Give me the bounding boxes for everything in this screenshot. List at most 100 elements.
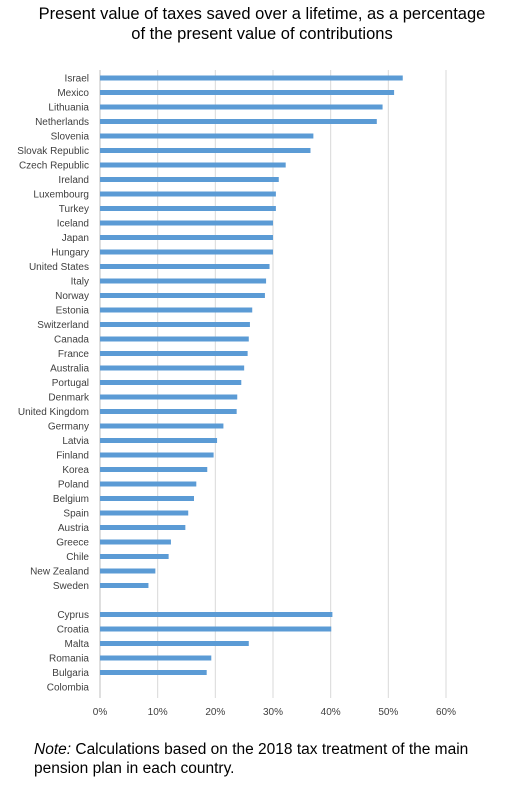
category-labels: Israel Mexico Lithuania Netherlands Slovenia…: [17, 74, 90, 694]
bar: [100, 235, 273, 240]
category-label: Australia: [50, 364, 89, 375]
bar: [100, 90, 395, 95]
bar: [100, 394, 238, 400]
chart-title-line-2: of the present value of contributions: [131, 25, 393, 43]
category-label: Spain: [63, 509, 89, 520]
bar: [100, 278, 267, 284]
bar: [100, 162, 286, 168]
bar: [100, 380, 242, 385]
x-tick-label: 10%: [148, 707, 168, 718]
category-label: Croatia: [57, 625, 90, 636]
bar: [100, 220, 273, 226]
bar-chart: Israel Mexico Lithuania Netherlands Slovenia…: [17, 70, 456, 718]
bar: [100, 626, 332, 632]
bar: [100, 293, 265, 298]
bar: [100, 336, 249, 342]
category-label: Portugal: [52, 378, 89, 389]
bar: [100, 148, 311, 153]
note-text: Calculations based on the 2018 tax treat…: [34, 741, 469, 777]
bar: [100, 655, 212, 661]
category-label: Norway: [55, 291, 89, 302]
category-label: Switzerland: [37, 320, 89, 331]
bar: [100, 249, 273, 255]
bar: [100, 177, 279, 182]
category-label: Malta: [65, 639, 90, 650]
category-label: Sweden: [53, 581, 89, 592]
category-label: Romania: [49, 654, 89, 665]
category-label: Korea: [62, 465, 89, 476]
bar: [100, 104, 383, 110]
bar: [100, 365, 245, 371]
category-label: New Zealand: [30, 567, 89, 578]
category-label: Austria: [58, 523, 90, 534]
category-label: Slovak Republic: [17, 146, 89, 157]
bar: [100, 133, 314, 139]
bar: [100, 452, 214, 458]
category-label: United States: [29, 262, 89, 273]
bar: [100, 351, 248, 356]
category-label: Mexico: [57, 88, 89, 99]
bar: [100, 583, 149, 588]
bars: [100, 75, 403, 675]
category-label: Cyprus: [57, 610, 89, 621]
footnote: Note: Calculations based on the 2018 tax…: [34, 740, 504, 778]
x-tick-label: 30%: [263, 707, 283, 718]
bar: [100, 641, 249, 646]
note-label: Note:: [34, 741, 72, 758]
bar: [100, 75, 403, 81]
category-label: Hungary: [51, 248, 89, 259]
bar: [100, 191, 276, 197]
bar: [100, 119, 377, 124]
category-label: Canada: [54, 335, 89, 346]
bar: [100, 438, 218, 443]
category-label: Czech Republic: [19, 161, 89, 172]
category-label: Latvia: [62, 436, 89, 447]
bar: [100, 510, 189, 516]
category-label: Italy: [71, 277, 89, 288]
category-label: Chile: [66, 552, 89, 563]
category-label: Germany: [48, 422, 89, 433]
bar: [100, 467, 208, 472]
category-label: Israel: [65, 74, 89, 85]
bar: [100, 409, 237, 414]
chart-title: Present value of taxes saved over a life…: [0, 4, 524, 44]
category-label: Bulgaria: [52, 668, 89, 679]
x-tick-label: 0%: [93, 707, 108, 718]
bar: [100, 568, 156, 574]
x-tick-labels: 0% 10% 20% 30% 40% 50% 60%: [93, 707, 456, 718]
category-label: Luxembourg: [33, 190, 89, 201]
bar: [100, 423, 224, 429]
bar: [100, 496, 194, 501]
category-label: Ireland: [58, 175, 89, 186]
category-label: Slovenia: [51, 132, 90, 143]
x-tick-label: 50%: [378, 707, 398, 718]
bar: [100, 206, 276, 211]
bar: [100, 481, 197, 487]
x-tick-label: 60%: [436, 707, 456, 718]
category-label: Denmark: [48, 393, 90, 404]
category-label: Japan: [62, 233, 89, 244]
category-label: Finland: [56, 451, 89, 462]
category-label: United Kingdom: [18, 407, 89, 418]
bar: [100, 525, 186, 530]
category-label: Belgium: [53, 494, 89, 505]
x-tick-label: 40%: [321, 707, 341, 718]
category-label: Estonia: [56, 306, 90, 317]
x-tick-label: 20%: [205, 707, 225, 718]
category-label: Greece: [56, 538, 89, 549]
category-label: Lithuania: [48, 103, 89, 114]
bar: [100, 322, 250, 327]
category-label: Turkey: [59, 204, 89, 215]
chart-title-line-1: Present value of taxes saved over a life…: [38, 5, 486, 23]
bar: [100, 264, 270, 269]
category-label: Colombia: [47, 683, 90, 694]
bar: [100, 670, 207, 675]
bar: [100, 307, 253, 313]
bar: [100, 539, 171, 545]
bar: [100, 612, 333, 617]
category-label: France: [58, 349, 90, 360]
category-label: Iceland: [57, 219, 89, 230]
bar: [100, 554, 169, 559]
category-label: Poland: [58, 480, 89, 491]
category-label: Netherlands: [35, 117, 89, 128]
